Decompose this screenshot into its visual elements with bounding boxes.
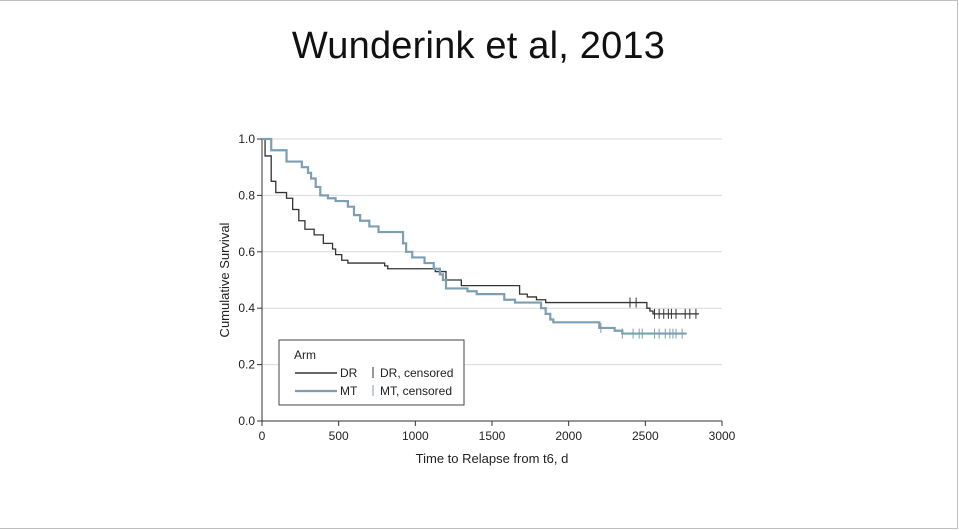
- y-tick-label-1: 0.2: [238, 358, 255, 372]
- y-tick-label-2: 0.4: [238, 301, 255, 315]
- y-axis-title: Cumulative Survival: [217, 222, 232, 337]
- legend: Arm DR DR, censored MT MT, censored: [278, 339, 465, 406]
- legend-label-dr: DR: [340, 366, 358, 380]
- x-tick-label-3: 1500: [479, 429, 506, 443]
- series-line-dr: [262, 138, 699, 315]
- x-tick-label-6: 3000: [709, 429, 736, 443]
- slide-title: Wunderink et al, 2013: [291, 25, 666, 67]
- legend-censored-label-dr: DR, censored: [380, 366, 453, 380]
- y-tick-label-5: 1.0: [238, 132, 255, 146]
- ticks: 0 500 1000 1500 2000 2500 3000 0.0 0.2 0.4 0.6 0.8 1…: [238, 132, 735, 443]
- y-tick-label-3: 0.6: [238, 245, 255, 259]
- x-tick-label-1: 500: [329, 429, 349, 443]
- legend-title: Arm: [294, 348, 316, 362]
- x-tick-label-4: 2000: [555, 429, 582, 443]
- legend-label-mt: MT: [340, 384, 358, 398]
- grid: [262, 138, 722, 366]
- series-layer: [262, 137, 699, 339]
- x-tick-label-5: 2500: [632, 429, 659, 443]
- y-tick-label-0: 0.0: [238, 414, 255, 428]
- x-tick-label-2: 1000: [402, 429, 429, 443]
- x-axis-title: Time to Relapse from t6, d: [416, 451, 569, 466]
- x-tick-label-0: 0: [259, 429, 266, 443]
- legend-censored-label-mt: MT, censored: [380, 384, 452, 398]
- y-tick-label-4: 0.8: [238, 188, 255, 202]
- series-line-mt: [262, 137, 687, 335]
